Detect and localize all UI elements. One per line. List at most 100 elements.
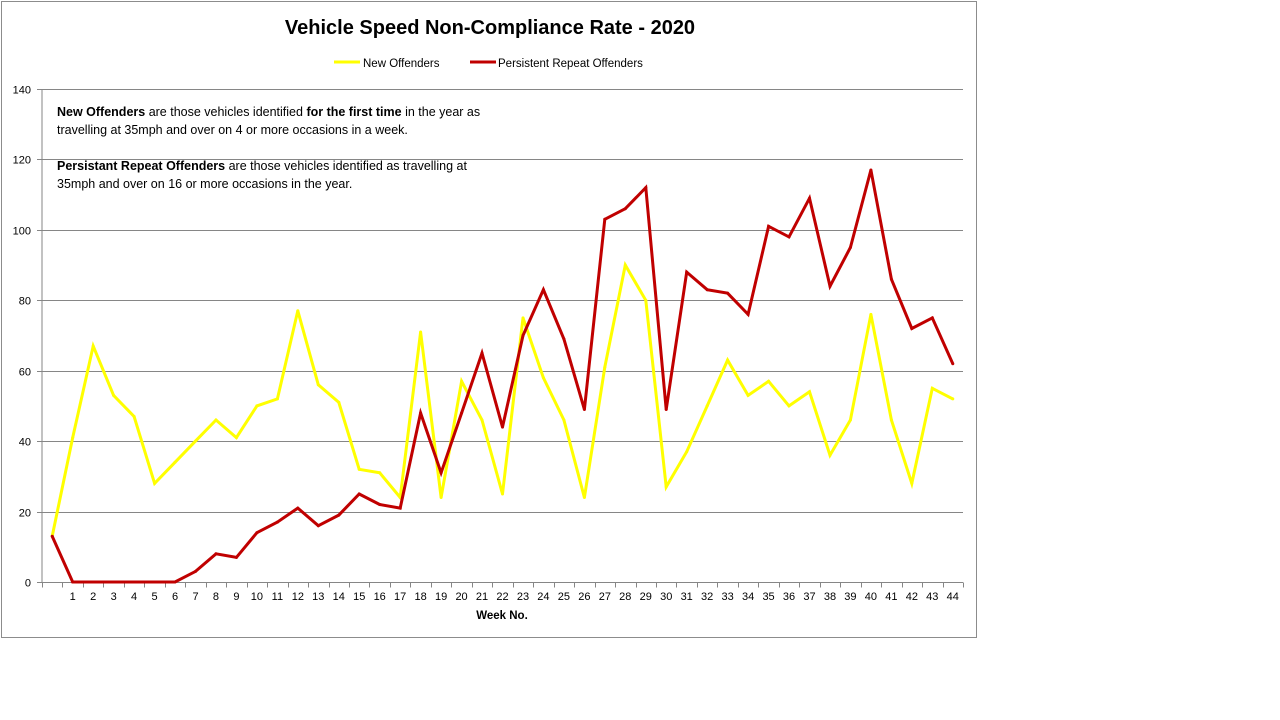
x-tick-label: 41 xyxy=(885,591,897,603)
data-point-persistent-repeat-offenders xyxy=(603,217,607,221)
gridlines xyxy=(42,89,963,513)
annotation-text: Persistant Repeat Offenders are those ve… xyxy=(57,159,467,173)
y-tick-label: 60 xyxy=(19,367,31,379)
x-tick-label: 14 xyxy=(333,591,345,603)
data-point-new-offenders xyxy=(112,393,116,397)
data-point-persistent-repeat-offenders xyxy=(541,288,545,292)
data-point-persistent-repeat-offenders xyxy=(214,552,218,556)
data-point-new-offenders xyxy=(828,453,832,457)
data-point-new-offenders xyxy=(541,376,545,380)
x-tick-label: 20 xyxy=(455,591,467,603)
legend: New Offenders Persistent Repeat Offender… xyxy=(334,58,643,70)
data-point-new-offenders xyxy=(582,496,586,499)
data-point-persistent-repeat-offenders xyxy=(439,471,443,475)
x-tick-label: 2 xyxy=(90,591,96,603)
data-point-new-offenders xyxy=(910,481,914,485)
x-tick-label: 22 xyxy=(496,591,508,603)
data-point-new-offenders xyxy=(378,471,382,475)
data-point-persistent-repeat-offenders xyxy=(357,492,361,496)
data-point-persistent-repeat-offenders xyxy=(255,531,259,535)
y-axis: 0 20 40 60 80 100 120 140 xyxy=(13,85,43,590)
data-point-persistent-repeat-offenders xyxy=(685,270,689,274)
x-tick-label: 7 xyxy=(192,591,198,603)
y-tick-label: 80 xyxy=(19,296,31,308)
data-point-new-offenders xyxy=(808,390,811,394)
x-tick-label: 11 xyxy=(272,591,283,603)
data-point-persistent-repeat-offenders xyxy=(562,337,566,341)
data-point-persistent-repeat-offenders xyxy=(398,506,402,510)
x-tick-label: 3 xyxy=(111,591,117,603)
data-point-new-offenders xyxy=(664,485,668,489)
data-point-persistent-repeat-offenders xyxy=(337,513,341,517)
annotation-text: 35mph and over on 16 or more occasions i… xyxy=(57,177,352,191)
annotation-segment: travelling at 35mph and over on 4 or mor… xyxy=(57,123,408,137)
data-point-new-offenders xyxy=(460,379,464,383)
data-point-persistent-repeat-offenders xyxy=(746,312,750,316)
data-point-persistent-repeat-offenders xyxy=(767,224,771,228)
annotation-bold-term: for the first time xyxy=(306,105,401,119)
x-tick-label: 13 xyxy=(312,591,324,603)
data-point-new-offenders xyxy=(603,365,607,369)
x-tick-label: 24 xyxy=(537,591,549,603)
data-point-new-offenders xyxy=(869,312,873,316)
x-tick-label: 19 xyxy=(435,591,447,603)
legend-label-new-offenders: New Offenders xyxy=(363,58,440,70)
x-tick-label: 43 xyxy=(926,591,938,603)
data-point-persistent-repeat-offenders xyxy=(951,362,955,366)
y-tick-label: 140 xyxy=(13,85,31,97)
annotation-segment: are those vehicles identified as travell… xyxy=(225,159,467,173)
chart-frame xyxy=(1,1,977,638)
x-tick-label: 29 xyxy=(640,591,652,603)
data-point-persistent-repeat-offenders xyxy=(848,246,852,249)
data-point-persistent-repeat-offenders xyxy=(132,580,136,584)
x-tick-label: 23 xyxy=(517,591,529,603)
x-tick-label: 36 xyxy=(783,591,795,603)
y-tick-label: 100 xyxy=(13,226,31,238)
x-tick-label: 40 xyxy=(865,591,877,603)
data-point-persistent-repeat-offenders xyxy=(460,411,464,415)
annotation-segment: in the year as xyxy=(402,105,481,119)
data-point-new-offenders xyxy=(705,404,709,408)
x-tick-label: 44 xyxy=(947,591,959,603)
data-point-persistent-repeat-offenders xyxy=(521,334,525,337)
data-point-persistent-repeat-offenders xyxy=(582,408,586,411)
data-point-new-offenders xyxy=(685,450,689,454)
data-point-persistent-repeat-offenders xyxy=(664,408,668,411)
data-point-new-offenders xyxy=(255,404,259,408)
data-point-new-offenders xyxy=(132,415,136,418)
data-point-new-offenders xyxy=(501,492,504,496)
x-tick-label: 17 xyxy=(394,591,406,603)
data-point-new-offenders xyxy=(439,496,443,499)
data-point-persistent-repeat-offenders xyxy=(787,235,791,239)
data-point-new-offenders xyxy=(173,460,177,464)
legend-label-persistent-repeat-offenders: Persistent Repeat Offenders xyxy=(498,58,643,70)
x-tick-label: 33 xyxy=(722,591,734,603)
data-point-new-offenders xyxy=(480,418,484,422)
x-tick-label: 38 xyxy=(824,591,836,603)
x-tick-label: 37 xyxy=(803,591,815,603)
data-point-new-offenders xyxy=(316,383,320,387)
x-tick-label: 10 xyxy=(251,591,263,603)
x-axis: 1 2 3 4 5 6 7 8 9 10 11 12 13 14 15 16 17 18 19 20 21 22 23 24 2… xyxy=(42,582,964,603)
x-axis-title: Week No. xyxy=(476,610,528,622)
data-point-persistent-repeat-offenders xyxy=(112,580,116,584)
data-point-persistent-repeat-offenders xyxy=(828,284,832,288)
data-point-new-offenders xyxy=(644,298,648,302)
data-point-new-offenders xyxy=(562,418,566,422)
annotation-segment: 35mph and over on 16 or more occasions i… xyxy=(57,177,352,191)
x-tick-label: 1 xyxy=(70,591,76,603)
data-point-new-offenders xyxy=(623,263,627,267)
data-point-new-offenders xyxy=(767,379,771,383)
x-tick-label: 35 xyxy=(762,591,774,603)
data-point-persistent-repeat-offenders xyxy=(378,503,382,506)
data-point-new-offenders xyxy=(337,400,341,404)
data-point-new-offenders xyxy=(951,397,955,401)
data-point-new-offenders xyxy=(746,393,750,397)
x-tick-label: 25 xyxy=(558,591,570,603)
data-point-persistent-repeat-offenders xyxy=(91,580,95,584)
x-tick-label: 6 xyxy=(172,591,178,603)
data-point-persistent-repeat-offenders xyxy=(889,277,893,281)
data-point-new-offenders xyxy=(848,418,852,422)
data-point-persistent-repeat-offenders xyxy=(869,168,873,172)
